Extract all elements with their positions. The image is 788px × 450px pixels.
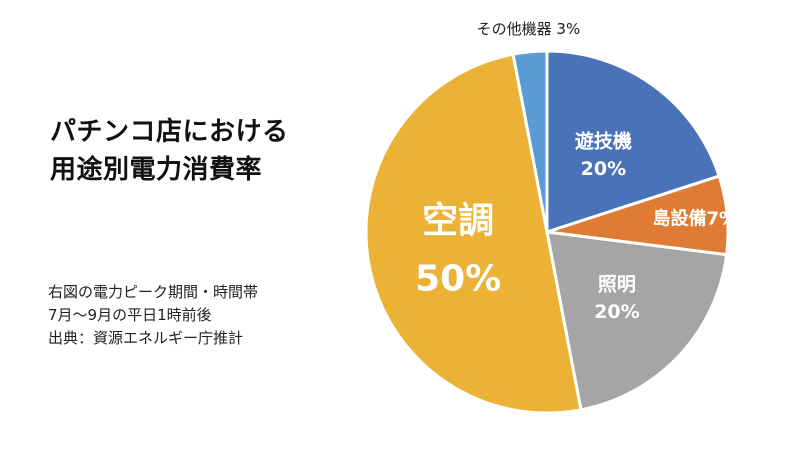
title-line-2: 用途別電力消費率 [50,155,263,185]
chart-title: パチンコ店における 用途別電力消費率 [50,113,289,189]
note-line-2: 7月〜9月の平日1時前後 [48,306,212,324]
pie-slice [545,49,722,235]
title-line-1: パチンコ店における [50,117,289,147]
pie-slice [545,230,729,412]
pie-slice [511,49,549,233]
slice-value-label: 50% [415,259,501,300]
notes: 右図の電力ピーク期間・時間帯 7月〜9月の平日1時前後 出典：資源エネルギー庁推… [48,281,258,350]
note-line-3: 出典：資源エネルギー庁推計 [48,329,244,347]
note-line-1: 右図の電力ピーク期間・時間帯 [48,283,259,301]
slice-label: 照明 [598,274,636,296]
slice-value-label: 20% [581,158,626,180]
slice-label: その他機器 3% [477,20,581,38]
slice-label: 空調 [422,201,494,242]
pie-slice [364,52,583,415]
slice-label: 遊技機 [575,129,632,152]
slice-label: 島設備7% [652,207,737,229]
slice-value-label: 20% [594,301,639,323]
